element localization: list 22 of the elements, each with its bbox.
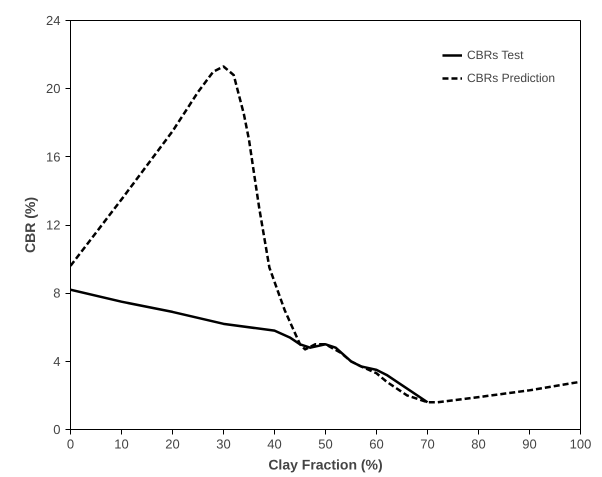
x-tick-label: 0: [66, 436, 74, 452]
y-tick-label: 12: [46, 218, 61, 232]
y-tick-label: 20: [46, 81, 61, 96]
y-tick-label: 0: [53, 422, 61, 437]
x-axis-title: Clay Fraction (%): [268, 456, 383, 472]
x-tick-label: 40: [267, 436, 282, 452]
legend-label: CBRs Prediction: [466, 71, 555, 85]
x-tick-label: 90: [522, 436, 537, 452]
legend-label: CBRs Test: [466, 48, 524, 62]
x-tick-label: 30: [216, 436, 231, 452]
x-tick-label: 50: [318, 436, 333, 452]
x-tick-label: 100: [570, 436, 592, 452]
x-tick-label: 20: [165, 436, 180, 452]
x-tick-label: 70: [420, 436, 435, 452]
x-tick-label: 80: [471, 436, 486, 452]
x-tick-label: 60: [369, 436, 384, 452]
y-tick-label: 8: [53, 286, 61, 301]
y-axis-title: CBR (%): [22, 196, 38, 253]
y-tick-label: 16: [46, 149, 61, 164]
x-tick-label: 10: [114, 436, 129, 452]
y-tick-label: 24: [46, 13, 61, 28]
y-tick-label: 4: [53, 354, 61, 369]
